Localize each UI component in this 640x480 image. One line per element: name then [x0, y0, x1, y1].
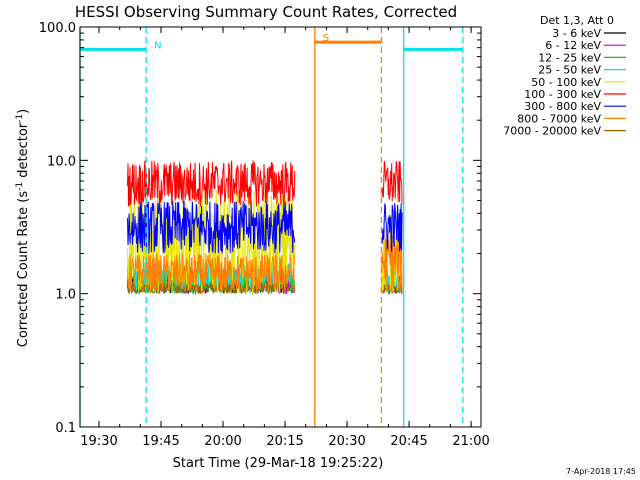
series-5 [127, 160, 403, 207]
legend-label-5: 100 - 300 keV [524, 88, 601, 101]
series-5-segment-1 [381, 160, 403, 205]
y-axis-label-sup1: -1 [15, 182, 25, 191]
x-axis-ticks: 19:30 19:45 20:00 20:15 20:30 20:45 21:00 [80, 27, 490, 449]
x-tick-label-4: 20:30 [328, 434, 365, 449]
legend-header: Det 1,3, Att 0 [540, 14, 614, 27]
series-6 [127, 200, 403, 254]
series-6-segment-1 [381, 202, 403, 253]
legend-label-2: 12 - 25 keV [538, 51, 601, 64]
x-tick-label-2: 20:00 [204, 434, 241, 449]
y-axis-label: Corrected Count Rate (s-1 detector-1) [15, 109, 31, 347]
x-tick-label-5: 20:45 [390, 434, 427, 449]
flag-bars: NS [80, 33, 463, 51]
legend-label-6: 300 - 800 keV [524, 100, 601, 113]
series-5-segment-0 [127, 160, 296, 207]
x-axis-label: Start Time (29-Mar-18 19:25:22) [173, 456, 384, 471]
legend-label-0: 3 - 6 keV [552, 27, 601, 40]
flag-label-2: S [323, 33, 329, 44]
legend-label-4: 50 - 100 keV [531, 76, 601, 89]
series-7-segment-1 [381, 230, 403, 293]
y-axis-label-sup2: -1 [15, 114, 25, 123]
y-axis-label-end: ) [16, 109, 31, 114]
legend-label-7: 800 - 7000 keV [517, 112, 601, 125]
series-7 [127, 230, 403, 294]
legend-label-3: 25 - 50 keV [538, 64, 601, 77]
series-7-segment-0 [127, 252, 296, 294]
data-layer [127, 160, 403, 296]
y-tick-label-0: 0.1 [55, 421, 76, 436]
footer-date: 7-Apr-2018 17:45 [566, 467, 636, 476]
plot-frame [79, 26, 482, 428]
legend-label-8: 7000 - 20000 keV [503, 125, 601, 138]
x-tick-label-1: 19:45 [142, 434, 179, 449]
x-tick-label-6: 21:00 [452, 434, 489, 449]
x-tick-label-3: 20:15 [266, 434, 303, 449]
legend-label-1: 6 - 12 keV [545, 39, 601, 52]
y-axis-label-main: Corrected Count Rate (s [16, 191, 31, 348]
chart-title: HESSI Observing Summary Count Rates, Cor… [75, 3, 457, 21]
x-tick-label-0: 19:30 [80, 434, 117, 449]
y-tick-label-1: 1.0 [55, 288, 76, 303]
y-axis-ticks: 0.1 1.0 10.0 100.0 [39, 21, 481, 436]
y-tick-label-2: 10.0 [47, 154, 76, 169]
y-axis-label-mid: detector [16, 122, 31, 182]
y-tick-label-3: 100.0 [39, 21, 76, 36]
flag-label-1: N [154, 40, 161, 51]
series-6-segment-0 [127, 200, 296, 254]
